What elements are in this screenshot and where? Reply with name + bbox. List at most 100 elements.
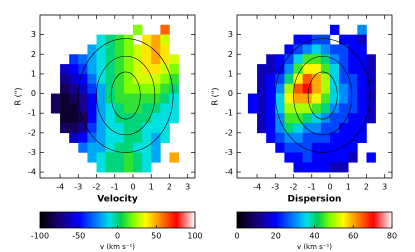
map-cell [330,142,340,153]
map-cell [311,64,322,75]
map-cell [275,113,285,124]
map-cell [87,103,97,114]
map-cell [78,73,88,85]
map-cell [96,142,106,153]
map-cell [302,64,313,75]
map-cell [339,44,349,55]
map-cell [293,44,303,55]
map-cell [142,152,152,163]
map-cell [348,83,358,94]
y-tick-label: 0 [228,89,233,98]
map-cell [348,44,358,55]
map-cell [133,152,143,163]
map-cell [160,83,170,94]
map-cell [311,54,322,65]
map-cell [302,142,313,153]
map-cell [357,83,367,94]
map-cell [169,83,179,94]
map-cell [366,103,376,114]
y-tick-label: 1 [31,69,36,78]
map-cell [293,152,303,163]
map-cell [293,132,303,143]
map-cell [366,113,376,124]
map-cell [320,73,331,85]
map-cell [357,123,367,134]
map-cell [123,54,134,65]
map-cell [284,142,294,153]
map-cell [114,142,125,153]
map-cell [60,113,70,124]
map-cell [96,83,106,94]
map-cell [302,123,313,134]
y-tick-label: 3 [228,30,233,39]
map-cell [114,103,125,114]
y-tick-label: -2 [28,128,36,137]
map-cell [114,113,125,124]
map-cell [311,152,322,163]
map-cell [275,73,285,85]
map-cell [357,64,367,75]
map-cell [366,54,376,65]
map-cell [266,113,276,124]
map-cell [302,132,313,143]
map-cell [123,103,134,114]
map-cell [339,93,349,104]
map-cell [169,93,179,104]
map-cell [114,123,125,134]
map-cell [114,83,125,94]
map-cell [133,44,143,55]
map-cell [330,44,340,55]
map-cell [133,123,143,134]
x-tick-label: 0 [130,183,135,192]
map-cell [293,103,303,114]
map-cell [357,113,367,124]
map-cell [78,83,88,94]
map-cell [78,142,88,153]
map-cell [330,132,340,143]
map-cell [320,103,331,114]
colorbar-tick-label: 100 [187,232,202,241]
map-cell [311,83,322,94]
map-cell [96,93,106,104]
map-cell [266,73,276,85]
map-cell [320,83,331,94]
map-cell [339,132,349,143]
x-tick-label: 3 [185,183,190,192]
map-cell [96,132,106,143]
map-cell [348,64,358,75]
map-cell [151,83,161,94]
map-cell [339,103,349,114]
map-cell [114,44,125,55]
map-cell [302,54,313,65]
map-cell [78,132,88,143]
map-cell [142,162,152,173]
x-tick-label: -2 [290,183,298,192]
y-tick-label: 1 [228,69,233,78]
map-cell [339,64,349,75]
map-cell [87,132,97,143]
map-cell [69,103,79,114]
map-cell [50,103,61,114]
map-cell [284,113,294,124]
map-cell [151,123,161,134]
map-cell [105,54,116,65]
map-cell [348,152,358,163]
map-cell [114,152,125,163]
map-cell [330,93,340,104]
map-cell [311,73,322,85]
map-cell [60,73,70,85]
map-cell [133,83,143,94]
map-cell [114,34,125,45]
map-cell [105,142,116,153]
map-cell [357,54,367,65]
map-cell [123,93,134,104]
y-tick-label: -3 [28,148,36,157]
map-cell [160,73,170,85]
x-tick-label: 2 [167,183,172,192]
map-cell [123,123,134,134]
map-cell [151,64,161,75]
map-cell [78,54,88,65]
map-cell [160,113,170,124]
colorbar-tick-label: 40 [309,232,319,241]
